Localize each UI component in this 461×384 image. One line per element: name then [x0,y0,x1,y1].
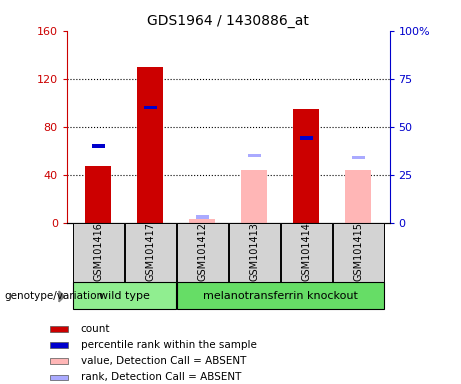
Bar [300,136,313,140]
Bar [281,223,332,282]
Text: rank, Detection Call = ABSENT: rank, Detection Call = ABSENT [81,372,241,382]
Bar [50,326,68,332]
Bar [352,156,365,159]
Bar [50,375,68,380]
Bar [85,166,111,223]
Text: melanotransferrin knockout: melanotransferrin knockout [203,291,358,301]
Bar [124,223,176,282]
Text: GSM101412: GSM101412 [197,222,207,281]
Text: GSM101414: GSM101414 [301,222,311,281]
Bar [248,154,261,157]
Bar [333,223,384,282]
FancyArrow shape [59,291,65,302]
Bar [50,343,68,348]
Bar [72,223,124,282]
Text: percentile rank within the sample: percentile rank within the sample [81,340,256,350]
Bar [189,219,215,223]
Text: count: count [81,324,110,334]
Bar [137,67,163,223]
Bar [92,144,105,148]
Text: GSM101413: GSM101413 [249,222,259,281]
Text: value, Detection Call = ABSENT: value, Detection Call = ABSENT [81,356,246,366]
Title: GDS1964 / 1430886_at: GDS1964 / 1430886_at [147,14,309,28]
Bar [345,170,371,223]
Bar [293,109,319,223]
Text: GSM101415: GSM101415 [353,222,363,281]
Text: GSM101416: GSM101416 [93,222,103,281]
Bar [72,282,176,309]
Bar [144,106,157,109]
Text: wild type: wild type [99,291,149,301]
Text: GSM101417: GSM101417 [145,222,155,281]
Bar [195,215,209,219]
Bar [241,170,267,223]
Bar [177,223,228,282]
Bar [229,223,280,282]
Bar [50,359,68,364]
Bar [177,282,384,309]
Text: genotype/variation: genotype/variation [5,291,104,301]
